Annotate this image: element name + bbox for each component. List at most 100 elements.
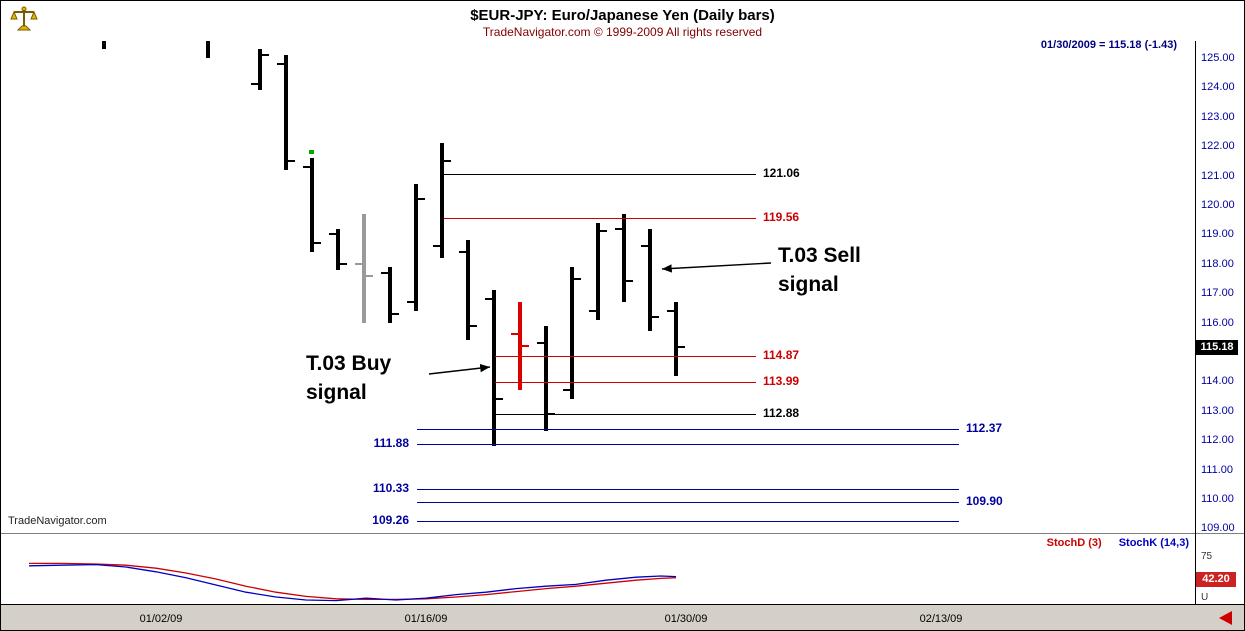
annotation-line: T.03 Buy [306,352,392,375]
price-axis-label: 120.00 [1201,199,1235,211]
ohlc-open-tick [303,165,310,168]
annotation-line: signal [306,381,367,405]
price-axis-label: 112.00 [1201,434,1234,447]
price-axis-label: 117.00 [1201,287,1234,300]
trade-signal-annotation: T.03 Sell signal [778,241,861,300]
price-axis-label: 116.00 [1201,316,1234,329]
ohlc-open-tick [433,245,440,248]
ohlc-open-tick [251,83,258,86]
ohlc-close-tick [574,277,581,280]
support-resistance-line [417,489,959,491]
support-resistance-line [444,173,756,175]
date-axis-label: 01/16/09 [404,613,448,625]
ohlc-open-tick [485,298,492,301]
scroll-left-arrow[interactable] [1219,611,1232,625]
watermark-text: TradeNavigator.com [8,515,107,527]
last-price-badge: 115.18 [1196,340,1238,355]
ohlc-close-tick [314,242,321,245]
ohlc-bar [336,228,340,270]
ohlc-open-tick [329,233,336,236]
stochk-legend-label: StochK (14,3) [1118,537,1189,549]
ohlc-close-tick [418,198,425,201]
stoch-value-badge: 42.20 [1196,572,1236,587]
level-price-label: 114.87 [763,347,800,362]
ohlc-open-tick [667,309,674,312]
ohlc-bar [596,222,600,320]
ohlc-bar [258,49,262,91]
ohlc-open-tick [563,389,570,392]
stochastic-legend: StochD (3) StochK (14,3) [1047,537,1189,549]
level-price-label: 110.33 [372,481,409,496]
ohlc-open-tick [355,262,362,265]
ohlc-open-tick [537,342,544,345]
ohlc-open-tick [459,251,466,254]
ohlc-bar [414,184,418,311]
price-axis-label: 122.00 [1201,140,1235,153]
support-resistance-line [417,443,959,445]
level-price-label: 109.90 [966,493,1003,508]
ohlc-bar [102,41,106,50]
level-price-label: 119.56 [763,209,800,224]
support-resistance-line [495,414,756,416]
ohlc-bar [518,302,522,391]
ohlc-close-tick [652,315,659,318]
ohlc-bar [648,228,652,332]
green-signal-marker [309,150,314,155]
panel-divider [1,533,1244,534]
ohlc-open-tick [381,271,388,274]
support-resistance-line [417,520,959,522]
level-price-label: 109.26 [372,512,409,527]
ohlc-open-tick [511,333,518,336]
ohlc-bar [544,325,548,432]
level-price-label: 121.06 [763,165,800,180]
date-axis-divider [1,604,1244,605]
price-axis-label: 113.00 [1201,404,1234,417]
app-logo-scales-icon [10,6,38,31]
last-quote-readout: 01/30/2009 = 115.18 (-1.43) [1040,39,1177,51]
ohlc-open-tick [407,301,414,304]
trade-signal-annotation: T.03 Buy signal [306,349,391,408]
price-axis-border [1195,41,1196,604]
ohlc-bar [674,302,678,376]
level-price-label: 112.88 [763,406,800,421]
ohlc-close-tick [262,54,269,57]
price-axis-label: 114.00 [1201,375,1234,388]
stoch-upper-band-label: 75 [1201,551,1213,562]
ohlc-close-tick [340,262,347,265]
price-axis-label: 111.00 [1201,463,1234,476]
ohlc-bar [206,41,210,58]
ohlc-close-tick [600,230,607,233]
ohlc-close-tick [392,312,399,315]
support-resistance-line [417,501,959,503]
annotation-line: T.03 Sell [778,244,861,267]
price-axis-label: 109.00 [1201,522,1235,535]
ohlc-close-tick [470,324,477,327]
ohlc-close-tick [288,159,295,162]
copyright-text: TradeNavigator.com © 1999-2009 All right… [482,25,763,39]
ohlc-bar [622,213,626,302]
date-axis-label: 02/13/09 [919,613,963,625]
ohlc-close-tick [522,345,529,348]
ohlc-bar [284,55,288,170]
ohlc-bar [570,266,574,400]
price-axis-label: 110.00 [1201,493,1234,505]
level-price-label: 112.37 [966,421,1003,436]
date-axis-label: 01/30/09 [664,613,708,625]
date-axis[interactable]: 01/02/09 01/16/09 01/30/09 02/13/09 [1,605,1244,630]
ohlc-bar [492,290,496,447]
ohlc-close-tick [678,345,685,348]
ohlc-close-tick [366,274,373,277]
price-axis-label: 124.00 [1201,81,1235,94]
stoch-lower-band-label: U [1201,592,1209,603]
price-axis-label: 119.00 [1201,228,1234,241]
ohlc-close-tick [444,159,451,162]
ohlc-bar [310,157,314,253]
ohlc-close-tick [548,412,555,415]
price-axis-label: 118.00 [1201,257,1234,270]
level-price-label: 113.99 [763,373,800,388]
support-resistance-line [495,381,756,383]
ohlc-close-tick [626,280,633,283]
support-resistance-line [417,429,959,431]
